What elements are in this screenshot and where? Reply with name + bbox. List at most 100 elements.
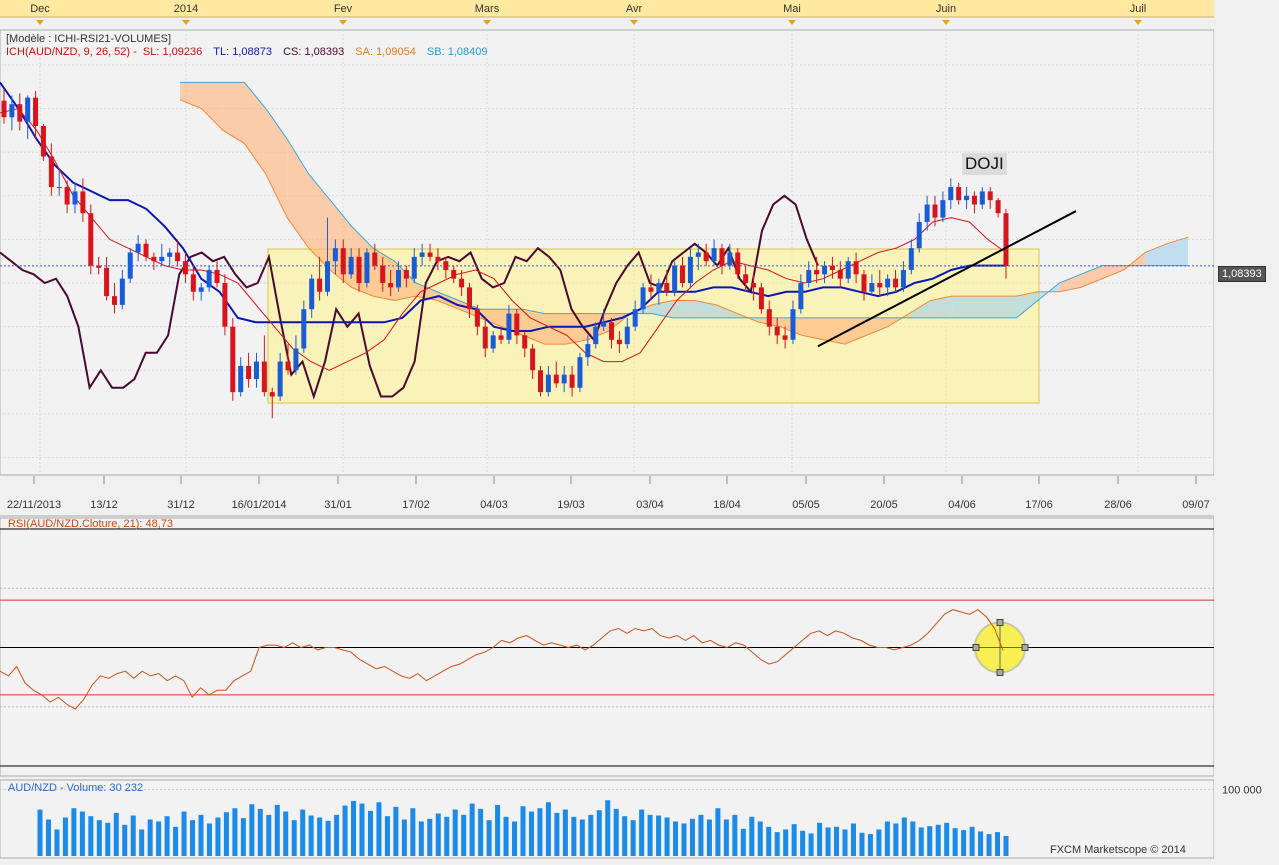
volume-bar	[622, 816, 628, 856]
volume-bar	[528, 811, 534, 856]
cloud-segment	[866, 317, 888, 336]
candle-body	[885, 278, 891, 288]
cloud-segment	[909, 300, 931, 318]
volume-bar	[876, 829, 882, 856]
volume-bar	[274, 804, 280, 856]
date-label: 17/06	[1025, 499, 1053, 511]
candle-body	[585, 344, 591, 358]
volume-bar	[512, 821, 518, 856]
candle-body	[656, 283, 662, 292]
candle-body	[40, 125, 46, 157]
cloud-segment	[566, 313, 588, 345]
volume-bar	[740, 828, 746, 856]
candle-body	[96, 265, 102, 268]
volume-bar	[910, 821, 916, 856]
candle-body	[388, 283, 394, 288]
candle-body	[514, 313, 520, 336]
cloud-segment	[1166, 237, 1188, 266]
volume-bar	[427, 818, 433, 856]
candle-body	[111, 296, 117, 305]
candle-body	[459, 278, 465, 288]
candles	[1, 88, 1009, 419]
volume-bar	[766, 826, 772, 856]
candle-body	[380, 265, 386, 284]
candle-body	[640, 287, 646, 310]
volume-bar	[613, 808, 619, 856]
volume-bar	[867, 834, 873, 856]
volume-bar	[723, 819, 729, 856]
volume-bar	[545, 802, 551, 856]
date-label: 20/05	[870, 499, 898, 511]
volume-bar	[978, 831, 984, 856]
volume-bar	[783, 829, 789, 856]
right-axis-background	[1214, 17, 1279, 860]
candle-body	[230, 326, 236, 393]
volume-bar	[45, 819, 51, 856]
volume-bar	[88, 816, 94, 856]
candle-body	[167, 252, 173, 257]
support-trendline	[817, 210, 1077, 348]
volume-bar	[435, 813, 441, 856]
candle-body	[940, 200, 946, 218]
date-label: 31/01	[324, 499, 352, 511]
candle-body	[569, 374, 575, 388]
cloud-segment	[480, 309, 502, 327]
cloud-segment	[1102, 265, 1124, 279]
sl-label: SL: 1,09236	[142, 46, 203, 58]
volume-bar	[842, 829, 848, 856]
volume-bar	[232, 808, 238, 856]
trendline[interactable]	[817, 210, 1077, 348]
volume-bar	[257, 808, 263, 856]
candle-body	[206, 269, 212, 288]
cloud-segment	[287, 139, 309, 249]
volume-bar	[588, 814, 594, 856]
highlight-handle	[996, 619, 1004, 626]
volume-bar	[486, 820, 492, 856]
rsi-highlight-marker[interactable]	[972, 616, 1029, 676]
candle-body	[104, 267, 110, 297]
volume-bar	[164, 816, 170, 856]
candle-body	[609, 322, 615, 340]
candle-body	[687, 256, 693, 284]
volume-bar	[96, 820, 102, 856]
volume-bar	[393, 806, 399, 856]
candle-body	[88, 213, 94, 266]
volume-bar	[554, 812, 560, 856]
date-label: 28/06	[1104, 499, 1132, 511]
date-label: 31/12	[167, 499, 195, 511]
watermark: FXCM Marketscope © 2014	[1050, 844, 1186, 856]
volume-bar	[495, 804, 501, 856]
month-label: Juin	[936, 3, 956, 15]
volume-bar	[198, 814, 204, 856]
cloud-segment	[930, 296, 953, 318]
volume-bar	[884, 821, 890, 856]
date-label: 19/03	[557, 499, 585, 511]
candle-body	[956, 187, 962, 201]
volume-tick-label: 100 000	[1222, 785, 1262, 797]
volume-bar	[334, 814, 340, 856]
month-label: Mai	[783, 3, 801, 15]
volume-bars	[37, 800, 1009, 856]
candle-body	[451, 269, 457, 279]
candle-body	[561, 374, 567, 384]
cloud-segment	[887, 313, 910, 327]
candle-body	[845, 261, 851, 279]
volume-bar	[266, 814, 272, 856]
volume-bar	[359, 803, 365, 856]
volume-bar	[791, 824, 797, 856]
candle-body	[964, 195, 970, 201]
cloud-segment	[523, 309, 545, 345]
volume-bar	[444, 816, 450, 856]
candle-body	[419, 252, 425, 257]
month-marker	[788, 20, 796, 25]
candle-body	[332, 248, 338, 262]
candle-body	[632, 309, 638, 327]
volume-bar	[130, 815, 136, 856]
volume-bar	[995, 832, 1001, 856]
volume-bar	[283, 811, 289, 856]
volume-bar	[401, 819, 407, 856]
cloud-segment	[544, 313, 566, 345]
volume-bar	[249, 804, 255, 856]
volume-bar	[986, 834, 992, 856]
